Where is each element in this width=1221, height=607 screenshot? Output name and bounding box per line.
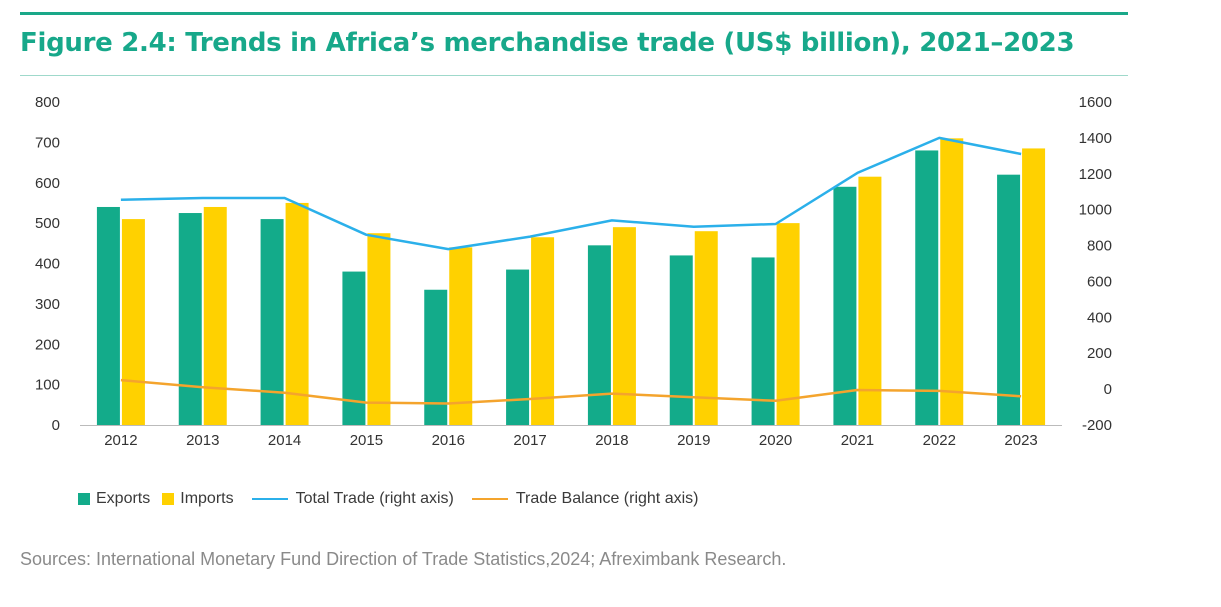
legend: Exports Imports Total Trade (right axis)… <box>78 488 698 510</box>
legend-label-total-trade: Total Trade (right axis) <box>295 490 454 507</box>
left-axis-tick-label: 500 <box>35 215 60 232</box>
left-axis-tick-label: 400 <box>35 256 60 273</box>
x-axis-tick-label: 2013 <box>186 432 219 449</box>
legend-line-trade-balance <box>471 498 508 500</box>
legend-item-trade-balance: Trade Balance (right axis) <box>471 490 699 508</box>
left-axis-tick-label: 100 <box>35 377 60 394</box>
title-top-rule <box>20 12 1128 15</box>
legend-item-exports: Exports <box>78 490 150 508</box>
left-axis-tick-label: 300 <box>35 296 60 313</box>
bar-imports <box>1022 148 1046 425</box>
x-axis-tick-label: 2012 <box>104 432 137 449</box>
left-axis-tick-label: 700 <box>35 134 60 151</box>
right-axis-tick-label: 0 <box>1104 381 1112 398</box>
left-axis: 800 700 600 500 400 300 200 100 0 <box>35 94 60 434</box>
right-axis-tick-label: 1200 <box>1079 166 1112 183</box>
bar-exports <box>260 219 284 425</box>
bar-exports <box>833 186 857 425</box>
bar-exports <box>424 289 448 425</box>
x-axis-tick-label: 2019 <box>677 432 710 449</box>
x-axis-tick-label: 2020 <box>759 432 792 449</box>
legend-swatch-imports <box>162 493 175 505</box>
bar-exports <box>587 245 611 425</box>
x-axis: 2012 2013 2014 2015 2016 2017 2018 2019 2020 2021… <box>104 432 1038 449</box>
bar-imports <box>858 176 882 425</box>
bar-imports <box>531 237 555 425</box>
right-axis-tick-label: 800 <box>1087 238 1112 255</box>
bar-exports <box>751 257 775 425</box>
bar-imports <box>367 233 391 425</box>
bar-series <box>96 138 1046 425</box>
line-series <box>120 136 1022 405</box>
bar-imports <box>776 223 800 425</box>
bar-exports <box>915 150 939 425</box>
left-axis-tick-label: 800 <box>35 94 60 111</box>
right-axis-tick-label: 600 <box>1087 273 1112 290</box>
bar-exports <box>96 206 120 425</box>
x-axis-tick-label: 2016 <box>432 432 465 449</box>
bar-exports <box>669 255 693 425</box>
legend-item-imports: Imports <box>162 490 234 508</box>
right-axis-tick-label: 1400 <box>1079 130 1112 147</box>
bar-exports <box>506 269 530 425</box>
bar-imports <box>449 247 473 425</box>
right-axis: 1600 1400 1200 1000 800 600 400 200 0 -200 <box>1079 94 1112 434</box>
line-total-trade <box>120 136 1022 251</box>
right-axis-tick-label: 1600 <box>1079 94 1112 111</box>
bar-imports <box>121 219 145 425</box>
bar-imports <box>203 206 227 425</box>
x-axis-tick-label: 2021 <box>841 432 874 449</box>
line-trade-balance <box>120 378 1022 405</box>
legend-label-trade-balance: Trade Balance (right axis) <box>515 490 699 507</box>
legend-line-total-trade <box>251 498 288 500</box>
bar-imports <box>285 202 309 425</box>
x-axis-tick-label: 2017 <box>513 432 546 449</box>
right-axis-tick-label: 1000 <box>1079 202 1112 219</box>
left-axis-tick-label: 200 <box>35 336 60 353</box>
bar-exports <box>178 213 202 425</box>
title-bottom-rule <box>20 75 1128 76</box>
x-axis-tick-label: 2014 <box>268 432 301 449</box>
left-axis-tick-label: 0 <box>52 417 60 434</box>
x-axis-tick-label: 2022 <box>923 432 956 449</box>
bar-imports <box>694 231 718 425</box>
right-axis-tick-label: 400 <box>1087 309 1112 326</box>
bar-imports <box>612 227 636 425</box>
bar-exports <box>997 174 1021 425</box>
right-axis-tick-label: 200 <box>1087 345 1112 362</box>
legend-swatch-exports <box>78 493 90 505</box>
x-axis-tick-label: 2015 <box>350 432 383 449</box>
right-axis-tick-label: -200 <box>1082 417 1112 434</box>
bar-imports <box>940 138 964 425</box>
x-axis-tick-label: 2018 <box>595 432 628 449</box>
x-axis-tick-label: 2023 <box>1004 432 1037 449</box>
legend-item-total-trade: Total Trade (right axis) <box>251 490 454 508</box>
figure-title: Figure 2.4: Trends in Africa’s merchandi… <box>20 28 1075 58</box>
bar-exports <box>342 271 366 425</box>
legend-label-exports: Exports <box>96 490 151 507</box>
sources-note: Sources: International Monetary Fund Dir… <box>20 549 787 569</box>
legend-label-imports: Imports <box>180 490 234 507</box>
left-axis-tick-label: 600 <box>35 175 60 192</box>
